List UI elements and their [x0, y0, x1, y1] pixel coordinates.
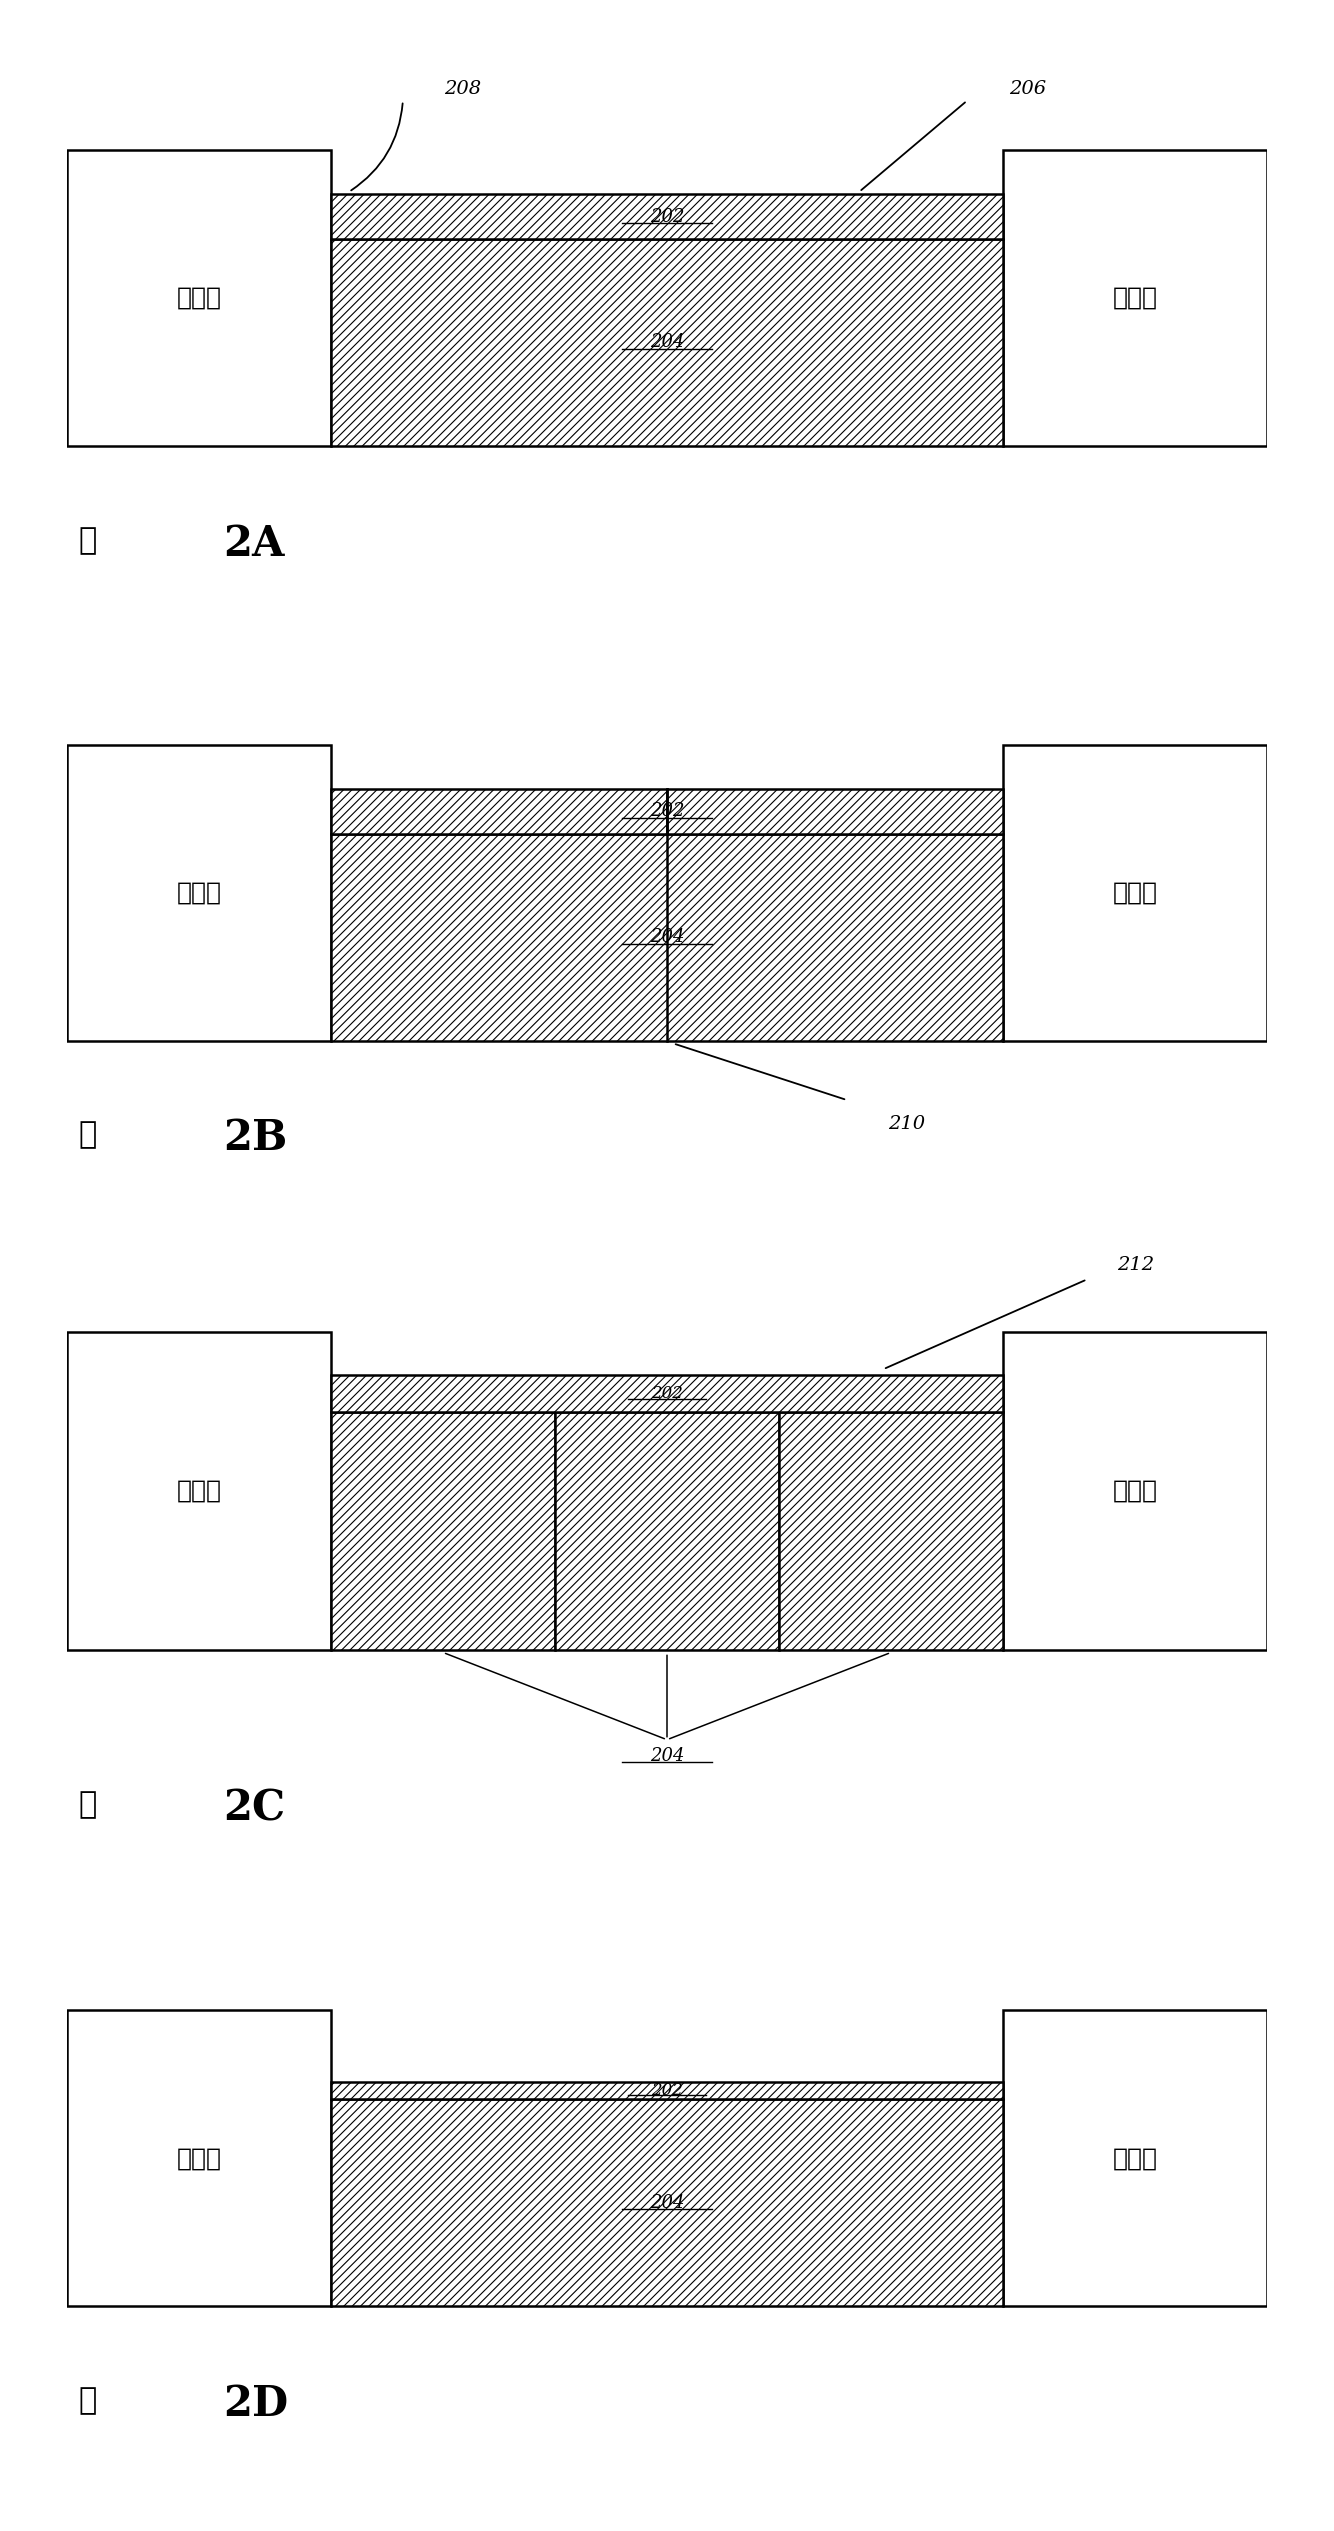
Bar	[1003, 149, 1267, 445]
Text: 图: 图	[79, 526, 97, 554]
Text: 202: 202	[650, 802, 684, 820]
Text: 2C: 2C	[223, 1787, 285, 1830]
Text: 2D: 2D	[223, 2382, 288, 2425]
Text: 202: 202	[651, 2083, 683, 2098]
Text: 研磨垫: 研磨垫	[176, 2146, 221, 2169]
Text: 206: 206	[1009, 81, 1046, 99]
Text: 212: 212	[1117, 1255, 1154, 1273]
Bar	[67, 744, 331, 1040]
Bar	[331, 2083, 1003, 2098]
Text: 图: 图	[79, 1121, 97, 1149]
Bar	[555, 1412, 779, 1650]
Bar	[1003, 2010, 1267, 2306]
Text: 研磨垫: 研磨垫	[176, 286, 221, 309]
Bar	[331, 2098, 1003, 2306]
Text: 2B: 2B	[223, 1116, 287, 1159]
Bar	[779, 1412, 1003, 1650]
Text: 图: 图	[79, 2387, 97, 2415]
Text: 研磨垫: 研磨垫	[1113, 286, 1158, 309]
Text: 研磨垫: 研磨垫	[1113, 1478, 1158, 1503]
Bar	[331, 790, 667, 833]
Bar	[331, 195, 1003, 238]
Text: 研磨垫: 研磨垫	[1113, 2146, 1158, 2169]
Bar	[331, 1374, 1003, 1412]
Bar	[67, 1331, 331, 1650]
Text: 研磨垫: 研磨垫	[176, 1478, 221, 1503]
Bar	[67, 2010, 331, 2306]
Text: 202: 202	[650, 208, 684, 225]
Bar	[331, 238, 1003, 445]
Text: 研磨垫: 研磨垫	[1113, 881, 1158, 904]
Text: 210: 210	[888, 1114, 926, 1134]
Text: 研磨垫: 研磨垫	[176, 881, 221, 904]
Text: 204: 204	[650, 1746, 684, 1764]
Bar	[331, 833, 1003, 1040]
Text: 204: 204	[650, 929, 684, 947]
Bar	[331, 1412, 555, 1650]
Text: 图: 图	[79, 1789, 97, 1820]
Text: 204: 204	[650, 2194, 684, 2212]
Text: 204: 204	[650, 334, 684, 352]
Text: 202: 202	[651, 1384, 683, 1402]
Bar	[1003, 1331, 1267, 1650]
Text: 2A: 2A	[223, 521, 284, 564]
Bar	[667, 790, 1003, 833]
Bar	[1003, 744, 1267, 1040]
Text: 208: 208	[444, 81, 482, 99]
Bar	[67, 149, 331, 445]
